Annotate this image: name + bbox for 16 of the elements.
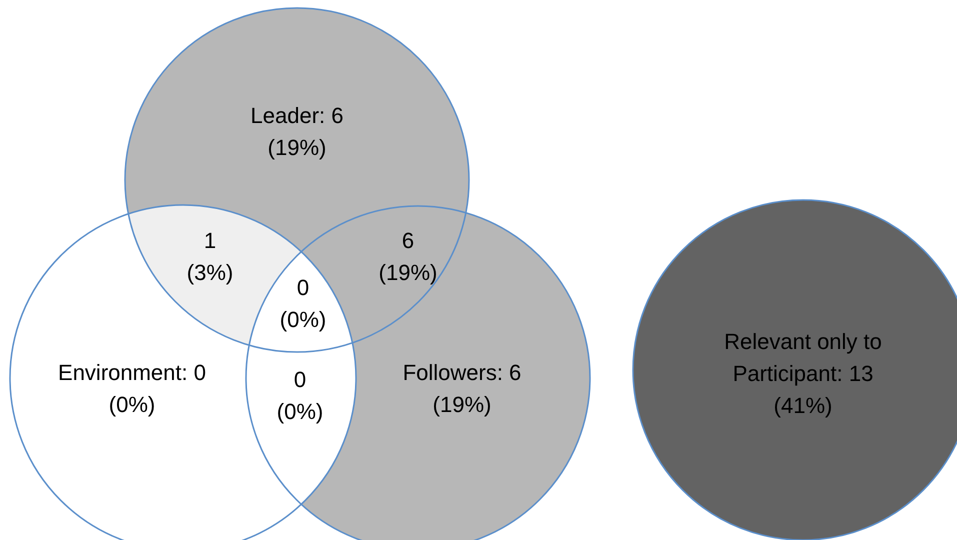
category-label: Environment: 0 bbox=[58, 360, 206, 386]
data-label: (19%) bbox=[432, 392, 492, 418]
category-label: 0 bbox=[296, 275, 310, 300]
category-label: Relevant only to Participant: 13 bbox=[724, 329, 882, 386]
data-label: (0%) bbox=[280, 307, 326, 332]
category-label: Leader: 6 bbox=[250, 103, 344, 128]
category-label: 6 bbox=[402, 228, 414, 254]
data-label: (19%) bbox=[268, 135, 326, 160]
data-label: (41%) bbox=[774, 393, 832, 418]
category-label: Followers: 6 bbox=[402, 360, 522, 386]
data-label: (3%) bbox=[186, 260, 234, 286]
category-label: 0 bbox=[294, 367, 306, 392]
data-label: (0%) bbox=[276, 399, 324, 424]
data-label: (0%) bbox=[108, 392, 156, 418]
data-label: (19%) bbox=[378, 260, 438, 286]
category-label: 1 bbox=[204, 228, 216, 254]
